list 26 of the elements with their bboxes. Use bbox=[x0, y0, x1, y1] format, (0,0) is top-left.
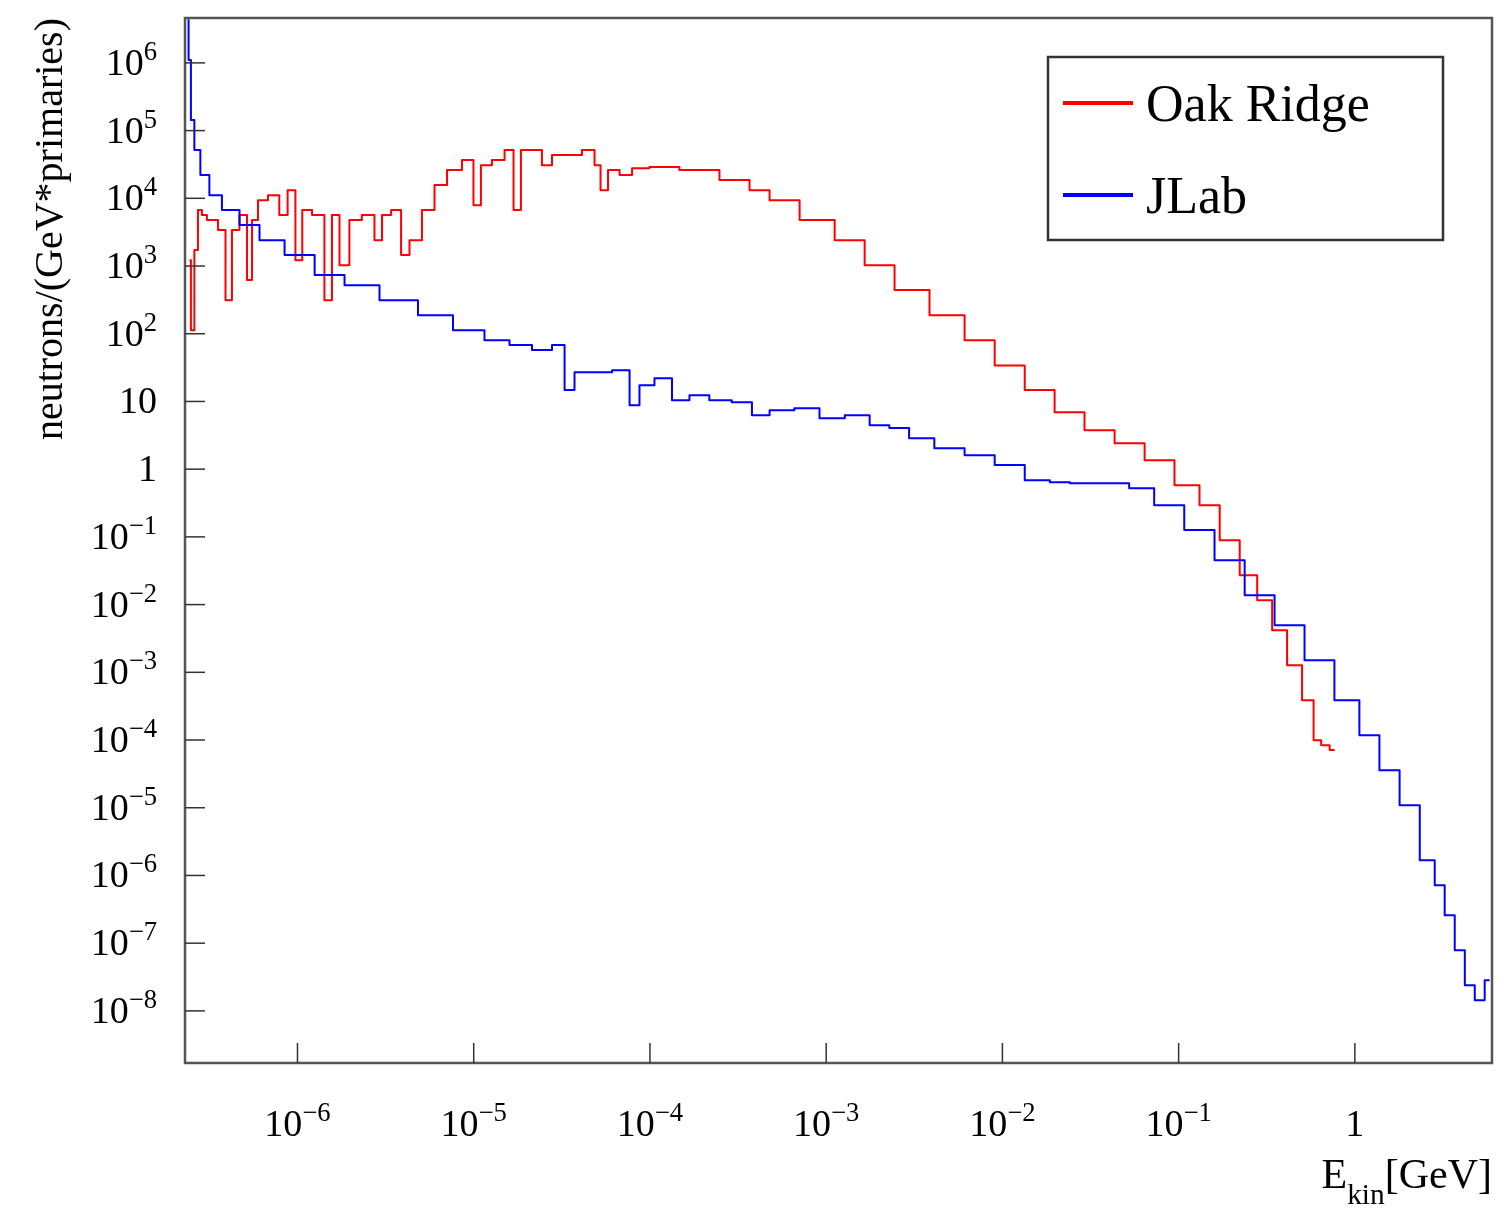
x-axis-title: E$_{kin}$[GeV] bbox=[1321, 1151, 1492, 1210]
x-tick-label: 1 bbox=[1345, 1102, 1365, 1144]
y-tick-label: 10$^{−7}$ bbox=[90, 916, 157, 964]
x-tick-label: 10$^{−4}$ bbox=[616, 1097, 684, 1144]
y-tick-label: 10$^{3}$ bbox=[105, 239, 157, 287]
y-tick-label: 10$^{−1}$ bbox=[90, 509, 157, 557]
legend-label: Oak Ridge bbox=[1146, 75, 1370, 132]
y-tick-label: 10$^{4}$ bbox=[105, 171, 157, 219]
y-tick-label: 10$^{−5}$ bbox=[90, 780, 157, 828]
y-tick-label: 10$^{−2}$ bbox=[90, 577, 157, 625]
y-tick-label: 10$^{−8}$ bbox=[90, 983, 157, 1031]
y-tick-label: 10$^{−3}$ bbox=[90, 645, 157, 693]
x-tick-label: 10$^{−2}$ bbox=[969, 1097, 1036, 1144]
x-tick-label: 10$^{−1}$ bbox=[1145, 1097, 1212, 1144]
y-tick-label: 10$^{2}$ bbox=[105, 306, 157, 354]
y-tick-label: 10$^{5}$ bbox=[105, 103, 157, 151]
y-tick-label: 10$^{6}$ bbox=[105, 35, 157, 83]
y-tick-label: 10 bbox=[119, 379, 157, 422]
x-tick-label: 10$^{−3}$ bbox=[793, 1097, 860, 1144]
y-tick-label: 10$^{−4}$ bbox=[90, 713, 157, 761]
legend-label: JLab bbox=[1146, 167, 1248, 224]
x-tick-label: 10$^{−6}$ bbox=[264, 1097, 331, 1144]
y-tick-label: 10$^{−6}$ bbox=[90, 848, 157, 896]
x-tick-label: 10$^{−5}$ bbox=[440, 1097, 507, 1144]
y-tick-label: 1 bbox=[138, 447, 157, 490]
y-axis-title: neutrons/(GeV*primaries) bbox=[26, 18, 71, 441]
